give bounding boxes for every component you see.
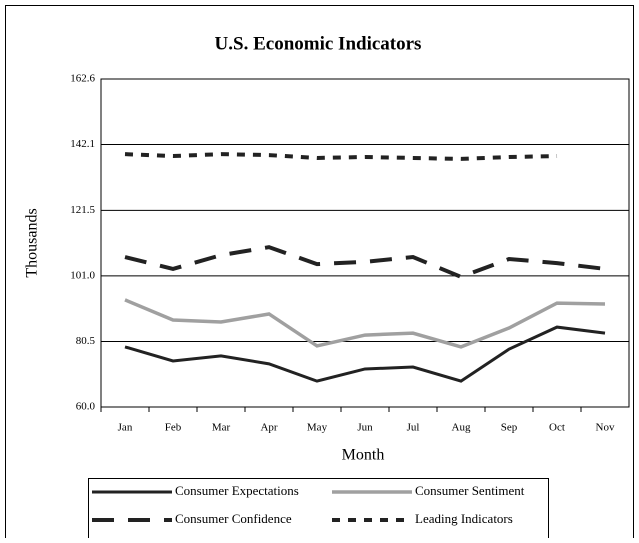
legend-label: Leading Indicators [415, 511, 513, 526]
x-tick-label: Aug [452, 422, 471, 434]
y-tick-label: 142.1 [70, 138, 95, 150]
x-axis-label: Month [342, 447, 385, 464]
x-tick-label: Jan [118, 422, 133, 434]
x-tick-label: Jul [407, 422, 420, 434]
plot-area [100, 78, 630, 408]
x-tick-label: Jun [357, 422, 373, 434]
chart-frame [5, 5, 634, 543]
y-tick-label: 101.0 [70, 269, 95, 281]
legend-label: Consumer Sentiment [415, 483, 525, 498]
y-axis-label: Thousands [24, 208, 41, 277]
x-tick-label: Feb [165, 422, 182, 434]
legend-label: Consumer Confidence [175, 511, 292, 526]
x-tick-label: Oct [549, 422, 565, 434]
x-tick-label: Mar [212, 422, 231, 434]
legend-box [88, 478, 549, 543]
series-line [124, 298, 606, 349]
y-tick-label: 80.5 [76, 335, 96, 347]
legend-label: Consumer Expectations [175, 483, 299, 498]
x-tick-label: May [307, 422, 328, 434]
x-tick-label: Apr [260, 422, 277, 434]
x-tick-label: Sep [501, 422, 518, 434]
y-tick-label: 121.5 [70, 204, 95, 216]
chart-title: U.S. Economic Indicators [215, 33, 422, 54]
series-line [124, 245, 606, 280]
y-tick-label: 60.0 [76, 401, 96, 413]
y-tick-label: 162.6 [70, 73, 95, 85]
x-tick-label: Nov [596, 422, 615, 434]
series-line [124, 325, 606, 383]
series-line [124, 152, 558, 161]
